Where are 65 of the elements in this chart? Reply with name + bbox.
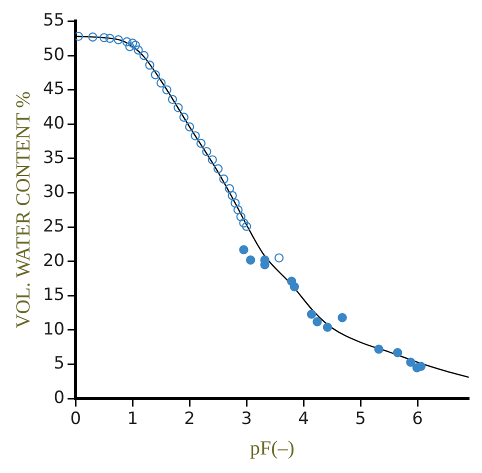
y-tick-label: 40 (42, 114, 65, 134)
y-tick-label: 10 (42, 319, 65, 340)
y-tick-label: 15 (42, 285, 65, 306)
point (114, 35, 123, 44)
y-tick-label: 5 (54, 354, 65, 374)
point (174, 103, 183, 112)
point (242, 222, 252, 231)
point (219, 174, 228, 184)
point (168, 94, 178, 104)
x-tick-label: 6 (412, 409, 423, 430)
y-tick-label: 30 (42, 182, 65, 202)
point (312, 317, 322, 326)
y-tick-label: 45 (42, 79, 65, 100)
point (196, 138, 206, 148)
point (202, 146, 212, 156)
y-tick-label: 25 (42, 216, 65, 236)
point (416, 362, 426, 371)
point (162, 85, 172, 94)
point (139, 50, 149, 60)
point (88, 32, 98, 42)
point (239, 245, 248, 254)
x-tick-label: 1 (127, 409, 138, 430)
point (76, 32, 84, 41)
x-tick-label: 2 (184, 409, 196, 430)
y-tick-label: 35 (42, 148, 65, 168)
point (392, 348, 402, 358)
point (230, 198, 240, 208)
x-tick-label: 4 (298, 409, 309, 430)
point (122, 37, 132, 46)
point (130, 40, 140, 50)
point (290, 282, 300, 292)
point (213, 164, 223, 174)
point (224, 184, 234, 194)
point (306, 310, 316, 319)
point (236, 212, 246, 222)
point (179, 112, 188, 122)
point (105, 34, 114, 43)
x-tick-label: 0 (70, 409, 82, 430)
point (100, 33, 109, 42)
point (184, 122, 194, 132)
point (208, 155, 217, 164)
point (322, 322, 332, 332)
point (239, 218, 248, 228)
y-tick-label: 50 (42, 44, 65, 65)
y-tick-label: 55 (42, 10, 65, 31)
point (145, 60, 154, 70)
point (134, 45, 143, 55)
x-axis-title: pF(–) (250, 437, 294, 460)
point (374, 344, 384, 354)
y-tick-label: 20 (42, 250, 65, 271)
point (128, 38, 138, 48)
x-tick-label: 5 (355, 409, 366, 430)
point (338, 313, 347, 322)
point (274, 253, 284, 263)
point (246, 255, 256, 265)
point (228, 190, 237, 200)
point (125, 42, 134, 52)
x-tick-label: 3 (241, 409, 252, 430)
y-tick-label: 0 (54, 388, 65, 408)
point (406, 358, 416, 367)
point (190, 131, 200, 140)
point (156, 78, 166, 88)
point (150, 70, 160, 80)
point (233, 205, 243, 214)
y-axis-title: VOL. WATER CONTENT % (12, 91, 34, 328)
